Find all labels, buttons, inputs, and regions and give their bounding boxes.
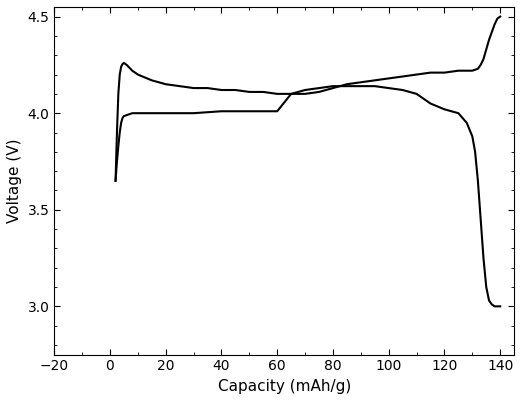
X-axis label: Capacity (mAh/g): Capacity (mAh/g) bbox=[218, 379, 351, 394]
Y-axis label: Voltage (V): Voltage (V) bbox=[7, 138, 22, 223]
